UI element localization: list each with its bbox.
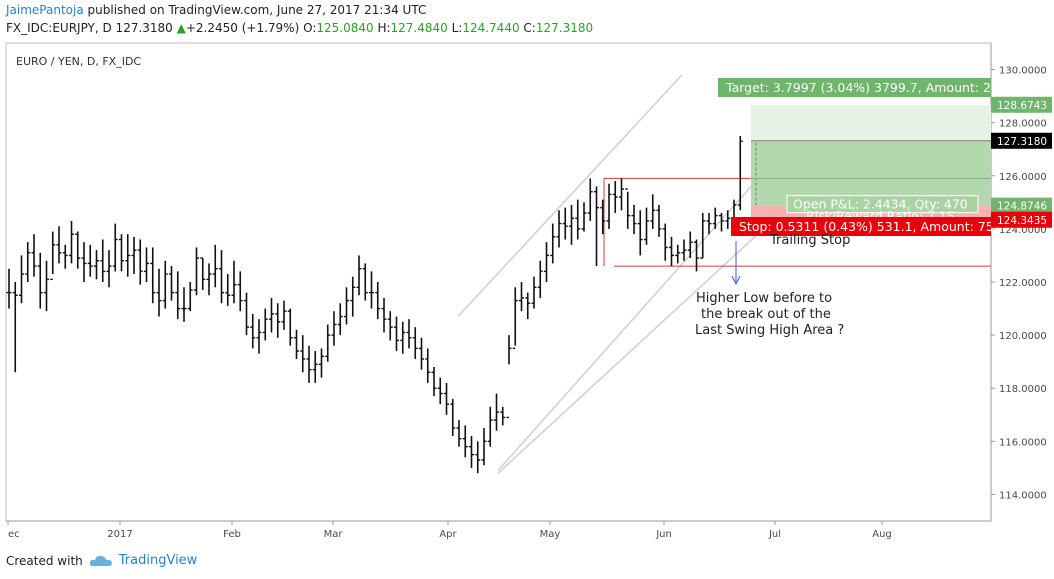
higher-low-note-line: the break out of the (701, 307, 831, 322)
x-tick-label: Jun (655, 529, 672, 540)
footer: Created with TradingView (6, 553, 197, 568)
y-tick-label: 128.0000 (999, 119, 1047, 130)
low-label: L: (447, 21, 463, 35)
close-value: 127.3180 (535, 21, 594, 35)
open-label: O: (299, 21, 317, 35)
tradingview-brand-link[interactable]: TradingView (118, 553, 198, 568)
close-label: C: (519, 21, 536, 35)
x-tick-label: ec (8, 529, 20, 540)
y-tick-label: 124.0000 (999, 225, 1047, 236)
stop-label: Stop: 0.5311 (0.43%) 531.1, Amount: 75 (739, 219, 994, 234)
high-value: 127.4840 (390, 21, 448, 35)
higher-low-note-line: Higher Low before to (696, 291, 832, 306)
x-tick-label: Feb (223, 529, 241, 540)
change-up-icon: ▲ (176, 21, 186, 35)
symbol-quote-line: FX_IDC:EURJPY, D 127.3180 ▲+2.2450 (+1.7… (6, 21, 593, 35)
price-label: 124.8746 (997, 201, 1047, 213)
x-tick-label: May (540, 529, 561, 540)
position-labels: Target: 3.7997 (3.04%) 3799.7, Amount: 2… (718, 78, 994, 236)
high-label: H: (373, 21, 391, 35)
y-tick-label: 122.0000 (999, 278, 1047, 289)
target-label-bg (718, 78, 991, 97)
price-label-bg (991, 132, 1052, 149)
price-label: 127.3180 (997, 136, 1047, 148)
trendline (457, 74, 683, 318)
symbol-text: FX_IDC:EURJPY, D 127.3180 (6, 21, 177, 35)
trendline (497, 180, 757, 472)
tradingview-cloud-icon (89, 555, 112, 566)
low-value: 124.7440 (462, 21, 520, 35)
price-labels: 128.6743 127.3180 124.8746 124.3435 (991, 96, 1052, 228)
y-tick-label: 116.0000 (999, 437, 1047, 448)
down-arrow-icon (731, 275, 741, 286)
x-tick-label: Jul (768, 529, 781, 540)
open-pl-bg (786, 195, 979, 214)
price-label: 124.3435 (997, 215, 1047, 227)
y-tick-label: 114.0000 (999, 490, 1047, 501)
open-value: 125.0840 (316, 21, 374, 35)
x-tick-label: Apr (439, 529, 457, 540)
created-with-text: Created with (6, 553, 83, 568)
x-tick-label: Mar (324, 529, 344, 540)
price-axis-ticks: 114.0000 116.0000 118.0000 120.0000 122.0000… (991, 66, 1047, 501)
price-label-bg (991, 96, 1052, 113)
y-tick-label: 120.0000 (999, 331, 1047, 342)
target-label: Target: 3.7997 (3.04%) 3799.7, Amount: 2 (725, 80, 991, 95)
higher-low-note-line: Last Swing High Area ? (695, 323, 844, 338)
y-tick-label: 126.0000 (999, 172, 1047, 183)
trailing-stop-note: Trailing Stop (769, 233, 850, 248)
price-label: 128.6743 (997, 100, 1047, 112)
ohlc-bars (6, 135, 743, 474)
price-label-bg (991, 197, 1052, 214)
chart-title: EURO / YEN, D, FX_IDC (16, 55, 141, 68)
profit-zone (751, 140, 991, 206)
time-axis-ticks: ec 2017 Feb Mar Apr May Jun Jul Aug (7, 521, 892, 540)
price-label-bg (991, 211, 1052, 228)
long-position-tool[interactable] (751, 104, 991, 220)
published-text: published on TradingView.com, June 27, 2… (83, 3, 427, 17)
y-tick-label: 118.0000 (999, 384, 1047, 395)
x-tick-label: 2017 (107, 529, 132, 540)
open-pl-label: Open P&L: 2.4434, Qty: 470 (793, 197, 968, 212)
change-text: +2.2450 (+1.79%) (185, 21, 300, 35)
author-link[interactable]: JaimePantoja (6, 3, 84, 17)
publish-header: JaimePantoja published on TradingView.co… (6, 3, 426, 17)
y-tick-label: 130.0000 (999, 66, 1047, 77)
x-tick-label: Aug (872, 529, 892, 540)
stop-label-bg (731, 217, 991, 236)
